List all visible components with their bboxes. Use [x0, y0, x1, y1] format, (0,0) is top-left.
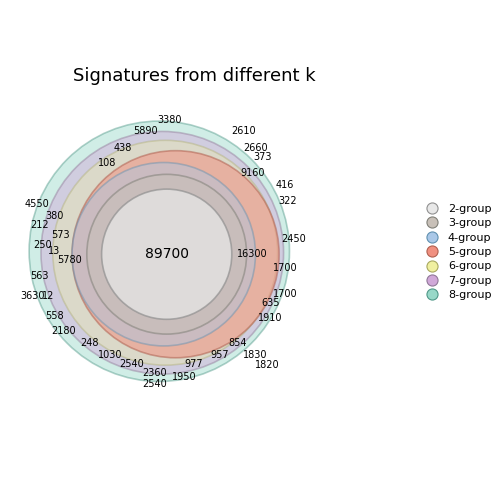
- Title: Signatures from different k: Signatures from different k: [73, 67, 316, 85]
- Legend: 2-group, 3-group, 4-group, 5-group, 6-group, 7-group, 8-group: 2-group, 3-group, 4-group, 5-group, 6-gr…: [417, 199, 496, 305]
- Text: 380: 380: [45, 211, 64, 221]
- Text: 248: 248: [81, 338, 99, 348]
- Text: 2610: 2610: [231, 127, 256, 137]
- Text: 957: 957: [211, 350, 229, 360]
- Text: 5780: 5780: [56, 255, 82, 265]
- Text: 1820: 1820: [255, 360, 280, 370]
- Text: 16300: 16300: [237, 249, 268, 259]
- Text: 9160: 9160: [240, 168, 265, 178]
- Text: 212: 212: [30, 220, 49, 230]
- Circle shape: [72, 151, 279, 358]
- Text: 854: 854: [228, 338, 247, 348]
- Text: 1830: 1830: [243, 350, 268, 360]
- Text: 977: 977: [184, 359, 203, 369]
- Text: 108: 108: [98, 158, 117, 167]
- Text: 573: 573: [51, 230, 70, 240]
- Text: 2540: 2540: [143, 380, 167, 390]
- Text: 89700: 89700: [145, 247, 188, 261]
- Text: 2660: 2660: [243, 143, 268, 153]
- Text: 4550: 4550: [24, 199, 49, 209]
- Text: 1700: 1700: [273, 263, 297, 273]
- Text: 2540: 2540: [119, 359, 144, 369]
- Text: 13: 13: [48, 246, 60, 256]
- Circle shape: [29, 121, 289, 382]
- Text: 12: 12: [42, 291, 54, 301]
- Text: 373: 373: [254, 152, 272, 162]
- Text: 1700: 1700: [273, 289, 297, 299]
- Text: 2180: 2180: [51, 326, 76, 336]
- Text: 1030: 1030: [98, 350, 123, 360]
- Text: 5890: 5890: [134, 127, 158, 137]
- Text: 416: 416: [276, 180, 294, 190]
- Text: 563: 563: [30, 272, 49, 281]
- Text: 3630: 3630: [20, 291, 44, 301]
- Circle shape: [53, 140, 278, 365]
- Text: 322: 322: [279, 196, 297, 206]
- Circle shape: [41, 132, 284, 374]
- Text: 1950: 1950: [172, 372, 197, 382]
- Text: 2450: 2450: [282, 234, 306, 244]
- Text: 250: 250: [33, 240, 52, 250]
- Text: 635: 635: [261, 298, 280, 308]
- Text: 2360: 2360: [143, 367, 167, 377]
- Circle shape: [87, 174, 246, 334]
- Text: 438: 438: [113, 143, 132, 153]
- Text: 3380: 3380: [157, 114, 182, 124]
- Circle shape: [102, 189, 232, 320]
- Text: 558: 558: [45, 311, 64, 322]
- Text: 1910: 1910: [258, 313, 283, 323]
- Circle shape: [72, 162, 256, 346]
